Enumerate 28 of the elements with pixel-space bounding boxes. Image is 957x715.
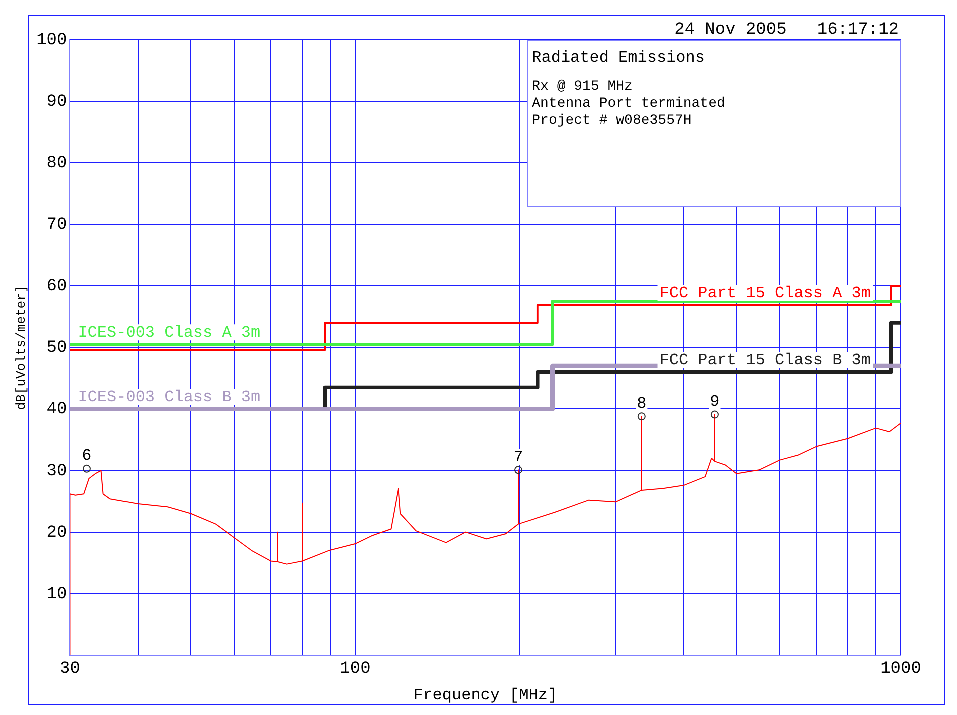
annotation: 7 (514, 448, 524, 466)
x-axis-title: Frequency [MHz] (414, 686, 558, 705)
series-label: ICES-003 Class B 3m (78, 388, 261, 406)
y-tick-label: 20 (46, 524, 68, 543)
text-box: Radiated Emissions Rx @ 915 MHz Antenna Port terminated Project # w08e3557H (527, 40, 901, 208)
x-tick-label: 30 (60, 660, 80, 680)
annotation: 6 (82, 447, 92, 466)
series-label: ICES-003 Class A 3m (78, 324, 261, 342)
y-tick-label: 60 (46, 278, 68, 297)
series-label: FCC Part 15 Class A 3m (660, 284, 871, 302)
annotation: 8 (637, 394, 647, 413)
y-tick-label: 80 (46, 154, 68, 174)
y-axis-title: dB[uVolts/meter] (14, 285, 30, 410)
chart-subtitle: 24 Nov 2005 16:17:12 (674, 21, 899, 40)
x-tick-label: 100 (340, 660, 371, 680)
y-tick-label: 50 (46, 339, 68, 358)
annotation: Rx @ 915 MHz (532, 79, 634, 96)
y-tick-label: 70 (46, 216, 68, 236)
x-tick-label: 1000 (880, 660, 922, 680)
y-tick-label: 10 (46, 585, 68, 604)
y-tick-label: 30 (46, 462, 68, 482)
y-tick-label: 40 (46, 400, 68, 420)
series-label: FCC Part 15 Class B 3m (660, 352, 871, 370)
annotation: Antenna Port terminated (532, 96, 726, 113)
annotation: 9 (710, 393, 720, 412)
y-tick-label: 90 (46, 93, 68, 112)
annotation: Project # w08e3557H (532, 113, 693, 130)
y-tick-label: 100 (36, 32, 68, 50)
